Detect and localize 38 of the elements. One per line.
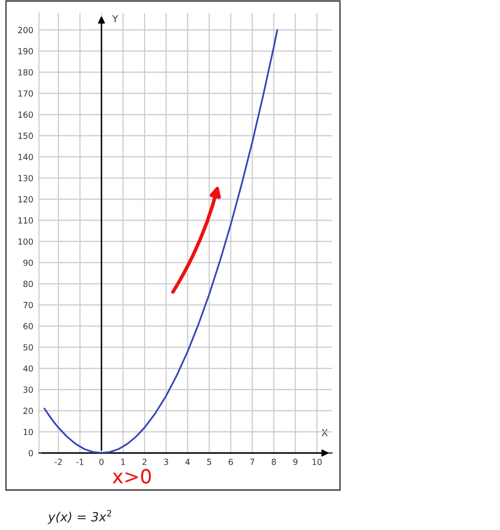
x-tick-label: 8 xyxy=(272,458,276,466)
y-tick-label: 130 xyxy=(18,174,33,182)
y-tick-label: 40 xyxy=(23,365,33,372)
y-tick-label: 50 xyxy=(23,344,33,351)
x-tick-label: -1 xyxy=(76,458,84,465)
x-tick-label: 5 xyxy=(207,458,212,466)
y-tick-label: 160 xyxy=(18,112,33,118)
y-tick-label: 190 xyxy=(18,48,33,54)
y-tick-label: 100 xyxy=(18,238,33,245)
text: x>0 xyxy=(112,468,151,484)
x-tick-label: 1 xyxy=(121,458,125,465)
x-tick-label: 7 xyxy=(250,458,254,465)
y-tick-label: 140 xyxy=(18,154,33,160)
y-tick-label: 10 xyxy=(24,428,33,436)
y-tick-label: 80 xyxy=(23,280,33,288)
x-tick-label: 2 xyxy=(142,458,146,465)
x-tick-label: 0 xyxy=(99,458,104,466)
x-tick-label: 9 xyxy=(293,458,298,466)
y-tick-label: 200 xyxy=(18,26,33,34)
y-axis-title: Y xyxy=(112,15,118,22)
x-tick-label: 10 xyxy=(312,458,322,466)
line-series xyxy=(44,29,278,453)
y-tick-label: 120 xyxy=(18,196,33,202)
y-tick-label: 90 xyxy=(23,260,33,266)
text: y(x) = 3x$^{2}$ xyxy=(48,510,112,524)
y-tick-label: 180 xyxy=(18,69,33,76)
y-tick-label: 170 xyxy=(18,90,33,97)
x-tick-label: 4 xyxy=(185,458,190,465)
y-tick-label: 0 xyxy=(28,450,33,456)
x-tick-label: 6 xyxy=(228,458,233,466)
y-tick-label: 70 xyxy=(24,302,33,308)
y-tick-label: 110 xyxy=(18,217,33,224)
y-tick-label: 60 xyxy=(23,323,33,330)
x-tick-label: -2 xyxy=(54,458,62,465)
y-tick-label: 150 xyxy=(18,132,33,139)
y-tick-label: 30 xyxy=(23,386,33,393)
y-tick-label: 20 xyxy=(23,408,33,414)
x-tick-label: 3 xyxy=(164,458,168,466)
